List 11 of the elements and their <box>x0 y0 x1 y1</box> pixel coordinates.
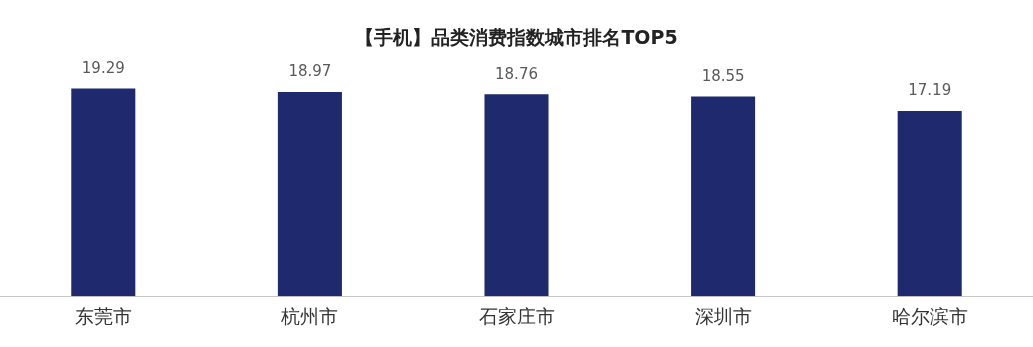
x-tick-label: 深圳市 <box>694 304 752 327</box>
data-label: 18.97 <box>288 62 332 81</box>
data-label: 19.29 <box>81 58 125 77</box>
x-tick-label: 石家庄市 <box>478 304 555 327</box>
x-tick-label: 东莞市 <box>74 304 132 327</box>
x-tick-label: 哈尔滨市 <box>891 304 968 327</box>
chart-title: 【手机】品类消费指数城市排名TOP5 <box>355 26 678 49</box>
data-label: 18.55 <box>701 66 745 85</box>
data-label: 17.19 <box>908 81 952 100</box>
data-label: 18.76 <box>495 64 538 83</box>
x-tick-label: 杭州市 <box>280 304 339 327</box>
